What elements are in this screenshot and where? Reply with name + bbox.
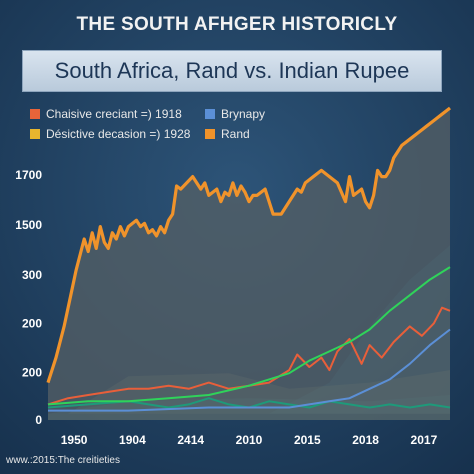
legend-item: Rand [205, 124, 265, 144]
y-tick-label: 1700 [15, 168, 42, 182]
legend-left: Chaisive creciant =) 1918 Désictive deca… [30, 104, 190, 144]
legend-swatch [205, 109, 215, 119]
y-tick-label: 0 [35, 413, 42, 427]
legend-swatch [205, 129, 215, 139]
footer-credit: www.:2015:The creitieties [6, 455, 120, 466]
series-line-brynapy [48, 328, 451, 412]
y-tick-label: 200 [22, 365, 42, 379]
x-tick-label: 2017 [411, 433, 438, 447]
series-line-rand [46, 106, 451, 384]
legend-label: Chaisive creciant =) 1918 [46, 107, 182, 121]
legend-swatch [30, 129, 40, 139]
legend-swatch [30, 109, 40, 119]
chart-title: THE SOUTH AFHGER HISTORICLY [76, 14, 398, 35]
y-tick-label: 200 [22, 316, 42, 330]
legend-label: Désictive decasion =) 1928 [46, 127, 191, 141]
series-line-green [47, 266, 451, 406]
legend-label: Rand [221, 127, 250, 141]
plot-area [46, 106, 451, 420]
chart-subtitle-box: South Africa, Rand vs. Indian Rupee [22, 50, 442, 92]
series-line-orange-red [47, 306, 451, 406]
y-tick-label: 300 [22, 268, 42, 282]
x-axis: 1950 1904 2414 2010 2015 2018 2017 [61, 433, 438, 447]
x-tick-label: 2018 [352, 433, 379, 447]
legend-right: Brynapy Rand [205, 104, 265, 144]
x-tick-label: 1950 [61, 433, 88, 447]
x-tick-label: 1904 [119, 433, 146, 447]
legend-item: Chaisive creciant =) 1918 [30, 104, 190, 124]
x-tick-label: 2015 [294, 433, 321, 447]
legend-item: Désictive decasion =) 1928 [30, 124, 190, 144]
legend-label: Brynapy [221, 107, 266, 121]
series-line-teal [47, 397, 451, 409]
chart-subtitle: South Africa, Rand vs. Indian Rupee [54, 58, 410, 83]
legend-item: Brynapy [205, 104, 265, 124]
x-tick-label: 2414 [177, 433, 204, 447]
x-tick-label: 2010 [236, 433, 263, 447]
y-tick-label: 1500 [15, 218, 42, 232]
y-axis: 0 200 200 300 1500 1700 [15, 168, 42, 427]
